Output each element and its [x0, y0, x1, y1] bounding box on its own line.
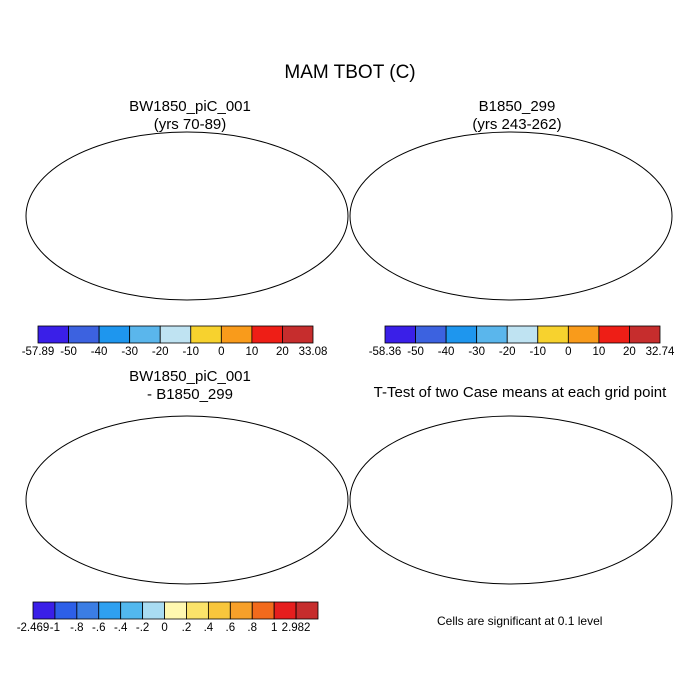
- colorbar-swatch: [159, 325, 192, 344]
- colorbar-tick-label: -30: [468, 346, 485, 358]
- colorbar-tick-label: -20: [151, 346, 169, 358]
- panel1-title-line1: BW1850_piC_001: [129, 98, 251, 115]
- figure-title: MAM TBOT (C): [284, 62, 416, 83]
- colorbar-swatch: [415, 325, 447, 344]
- colorbar-tick-label: -40: [90, 346, 108, 358]
- panel3-title: BW1850_piC_001 - B1850_299: [30, 368, 350, 404]
- colorbar-swatch: [190, 325, 222, 344]
- panel1-title: BW1850_piC_001 (yrs 70-89): [30, 98, 350, 134]
- panel1-title-line2: (yrs 70-89): [153, 116, 227, 133]
- colorbar-tick-label: -58.36: [368, 346, 402, 358]
- colorbar-swatch: [384, 325, 416, 344]
- colorbar-tick-label: -40: [437, 346, 455, 358]
- colorbar-swatch: [37, 325, 69, 344]
- colorbar-tick-label: -.8: [70, 622, 84, 634]
- colorbar-swatch: [32, 601, 56, 620]
- panel2-title-line2: (yrs 243-262): [472, 116, 562, 133]
- panel2-title: B1850_299 (yrs 243-262): [357, 98, 677, 134]
- colorbar-tick-label: 0: [161, 622, 168, 634]
- panel4-title: T-Test of two Case means at each grid po…: [373, 384, 667, 401]
- colorbar-tick-label: 20: [276, 346, 289, 358]
- colorbar-swatch: [164, 601, 187, 620]
- colorbar-swatch: [120, 601, 144, 620]
- panel3-title-line2: - B1850_299: [147, 386, 233, 403]
- colorbar-swatch: [76, 601, 100, 620]
- colorbar-swatch: [445, 325, 478, 344]
- colorbar-tick-label: .2: [181, 622, 192, 634]
- panel2-title-line1: B1850_299: [478, 98, 556, 115]
- colorbar-swatch: [207, 601, 231, 620]
- colorbar-panel3: [32, 601, 319, 620]
- colorbar-tick-label: 20: [623, 346, 636, 358]
- colorbar-tick-label: 0: [565, 346, 572, 358]
- colorbar-tick-label: -57.89: [21, 346, 55, 358]
- colorbar-panel1: [37, 325, 314, 344]
- colorbar-tick-label: -50: [60, 346, 77, 358]
- colorbar-panel2: [384, 325, 661, 344]
- colorbar-tick-label: -20: [498, 346, 516, 358]
- colorbar-swatch: [273, 601, 297, 620]
- colorbar-swatch: [476, 325, 508, 344]
- colorbar-tick-label: -.6: [92, 622, 106, 634]
- colorbar-swatch: [506, 325, 539, 344]
- colorbar-swatch: [142, 601, 165, 620]
- colorbar-swatch: [567, 325, 600, 344]
- colorbar-swatch: [251, 325, 283, 344]
- colorbar-tick-label: .6: [225, 622, 236, 634]
- panel2-map: [349, 131, 673, 301]
- colorbar-swatch: [54, 601, 78, 620]
- panel1-map: [25, 131, 349, 301]
- significance-note: Cells are significant at 0.1 level: [437, 614, 603, 628]
- colorbar-tick-label: 2.982: [281, 622, 311, 634]
- colorbar-tick-label: .4: [203, 622, 214, 634]
- colorbar-tick-label: 32.74: [645, 346, 675, 358]
- colorbar-swatch: [598, 325, 630, 344]
- colorbar-swatch: [229, 601, 253, 620]
- colorbar-tick-label: 33.08: [298, 346, 328, 358]
- colorbar-tick-label: .8: [247, 622, 258, 634]
- colorbar-swatch: [295, 601, 319, 620]
- colorbar-tick-label: -10: [529, 346, 547, 358]
- colorbar-swatch: [186, 601, 209, 620]
- colorbar-swatch: [220, 325, 253, 344]
- colorbar-swatch: [129, 325, 161, 344]
- panel4-map: [349, 415, 673, 585]
- colorbar-tick-label: -10: [182, 346, 200, 358]
- colorbar-swatch: [537, 325, 569, 344]
- colorbar-tick-label: 0: [218, 346, 225, 358]
- colorbar-tick-label: -.2: [135, 622, 150, 634]
- colorbar-swatch: [629, 325, 661, 344]
- colorbar-swatch: [251, 601, 275, 620]
- colorbar-tick-label: 10: [592, 346, 606, 358]
- colorbar-tick-label: -.4: [113, 622, 128, 634]
- colorbar-tick-label: -1: [49, 622, 61, 634]
- colorbar-tick-label: -2.469: [16, 622, 50, 634]
- colorbar-tick-label: 1: [270, 622, 278, 634]
- colorbar-swatch: [282, 325, 314, 344]
- colorbar-tick-label: -30: [121, 346, 138, 358]
- panel3-map: [25, 415, 349, 585]
- colorbar-tick-label: -50: [407, 346, 424, 358]
- panel3-title-line1: BW1850_piC_001: [129, 368, 251, 385]
- colorbar-tick-label: 10: [245, 346, 259, 358]
- colorbar-swatch: [98, 601, 122, 620]
- colorbar-swatch: [68, 325, 100, 344]
- colorbar-swatch: [98, 325, 131, 344]
